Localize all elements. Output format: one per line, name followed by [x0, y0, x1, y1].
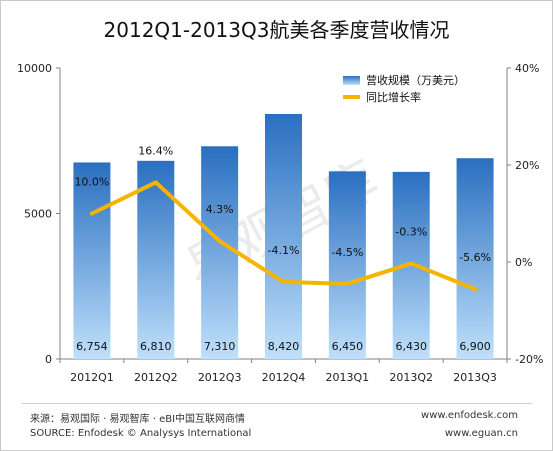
legend-line-label: 同比增长率 [366, 90, 421, 104]
x-tick-label: 2013Q1 [326, 371, 370, 384]
growth-rate-point [345, 281, 350, 286]
bar-2013Q3 [456, 158, 494, 359]
growth-rate-label: 4.3% [206, 203, 234, 216]
growth-rate-point [89, 211, 94, 216]
growth-rate-point [473, 287, 478, 292]
x-tick-label: 2013Q3 [453, 371, 497, 384]
bar-value-label: 6,450 [332, 340, 364, 353]
y-right-tick-label: 0% [515, 256, 532, 269]
bar-value-label: 6,810 [140, 340, 172, 353]
growth-rate-label: -4.1% [268, 244, 300, 257]
bar-value-label: 7,310 [204, 340, 236, 353]
footer-site-enfodesk: www.enfodesk.com [421, 410, 518, 421]
y-right-tick-label: 40% [515, 62, 539, 75]
y-left-tick-label: 5000 [24, 208, 52, 221]
bar-2013Q1 [328, 171, 366, 359]
legend-bar-swatch [343, 76, 360, 85]
growth-rate-label: -5.6% [459, 251, 491, 264]
footer-source-en: SOURCE: Enfodesk © Analysys Internationa… [30, 428, 252, 439]
bar-value-label: 8,420 [268, 340, 300, 353]
bar-2012Q1 [73, 162, 111, 359]
x-tick-label: 2012Q1 [70, 371, 114, 384]
growth-rate-point [281, 279, 286, 284]
growth-rate-point [217, 239, 222, 244]
x-tick-label: 2012Q4 [262, 371, 306, 384]
footer-source-cn: 来源：易观国际 · 易观智库 · eBI中国互联网商情 [30, 414, 246, 425]
footer: 来源：易观国际 · 易观智库 · eBI中国互联网商情 SOURCE: Enfo… [22, 403, 532, 439]
x-tick-label: 2012Q2 [134, 371, 178, 384]
y-right-tick-label: -20% [515, 353, 543, 366]
y-left-tick-label: 10000 [17, 62, 52, 75]
growth-rate-label: -0.3% [395, 225, 427, 238]
growth-rate-point [409, 261, 414, 266]
y-right-tick-label: 20% [515, 159, 539, 172]
y-left-tick-label: 0 [45, 353, 52, 366]
x-tick-label: 2012Q3 [198, 371, 242, 384]
growth-rate-label: -4.5% [331, 246, 363, 259]
bar-2012Q3 [201, 146, 239, 359]
bar-value-label: 6,430 [395, 340, 427, 353]
growth-rate-label: 10.0% [74, 176, 109, 189]
growth-rate-point [153, 180, 158, 185]
bar-value-label: 6,754 [76, 340, 108, 353]
chart-title: 2012Q1-2013Q3航美各季度营收情况 [103, 18, 450, 42]
bar-2012Q4 [265, 113, 302, 359]
x-tick-label: 2013Q2 [389, 371, 433, 384]
growth-rate-label: 16.4% [138, 144, 173, 157]
legend-bar-label: 营收规模（万美元） [366, 73, 465, 87]
bar-value-label: 6,900 [459, 340, 491, 353]
footer-site-eguan: www.eguan.cn [444, 428, 518, 439]
